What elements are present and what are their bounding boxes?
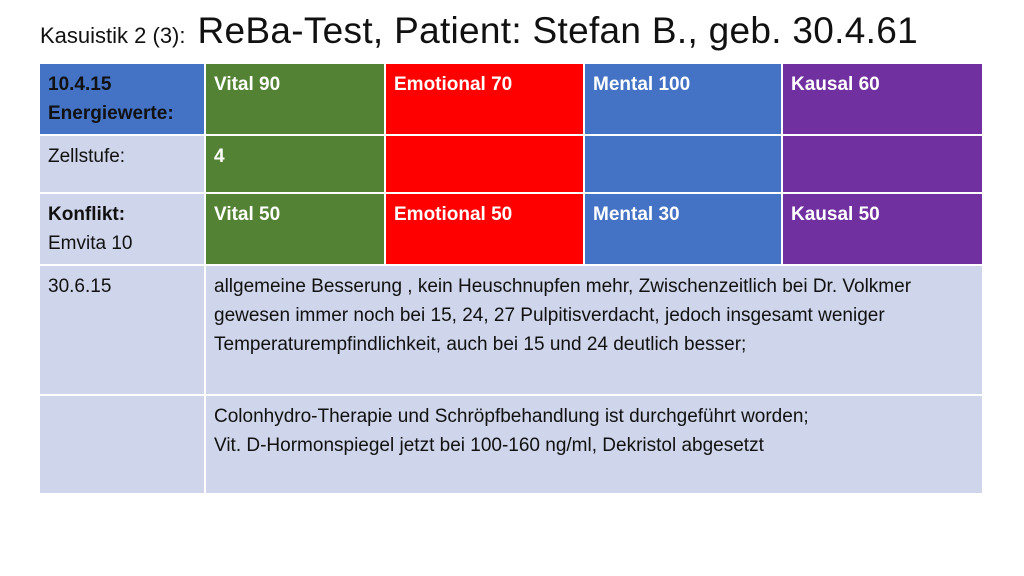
cell-followup-date: 30.6.15 — [38, 264, 206, 396]
cell-konflikt-mental: Mental 30 — [583, 192, 783, 266]
cell-zellstufe-mental — [583, 134, 783, 194]
cell-konflikt-vital: Vital 50 — [204, 192, 386, 266]
table-row-followup: 30.6.15 allgemeine Besserung , kein Heus… — [38, 264, 984, 396]
cell-date: 10.4.15 — [48, 74, 112, 95]
cell-konflikt-emotional: Emotional 50 — [384, 192, 585, 266]
title-main: ReBa-Test, Patient: Stefan B., geb. 30.4… — [197, 10, 918, 51]
cell-konflikt: Konflikt: Emvita 10 — [38, 192, 206, 266]
title-prefix: Kasuistik 2 (3): — [40, 23, 186, 48]
slide-title: Kasuistik 2 (3): ReBa-Test, Patient: Ste… — [40, 10, 918, 60]
cell-konflikt-label: Konflikt: — [48, 204, 126, 225]
cell-followup-text: allgemeine Besserung , kein Heuschnupfen… — [204, 264, 984, 396]
table-row-zellstufe: Zellstufe: 4 — [38, 134, 984, 194]
table-row-therapy: Colonhydro-Therapie und Schröpfbehandlun… — [38, 394, 984, 495]
cell-emotional: Emotional 70 — [384, 62, 585, 136]
cell-mental: Mental 100 — [583, 62, 783, 136]
table-row-konflikt: Konflikt: Emvita 10 Vital 50 Emotional 5… — [38, 192, 984, 266]
cell-energiewerte-label: Energiewerte: — [48, 103, 174, 124]
cell-emvita-value: Emvita 10 — [48, 233, 133, 254]
therapy-line-2: Vit. D-Hormonspiegel jetzt bei 100-160 n… — [214, 435, 764, 456]
cell-zellstufe-vital: 4 — [204, 134, 386, 194]
table-row-energiewerte: 10.4.15 Energiewerte: Vital 90 Emotional… — [38, 62, 984, 136]
cell-vital: Vital 90 — [204, 62, 386, 136]
cell-zellstufe-kausal — [781, 134, 984, 194]
cell-kausal: Kausal 60 — [781, 62, 984, 136]
cell-date-energiewerte: 10.4.15 Energiewerte: — [38, 62, 206, 136]
cell-konflikt-kausal: Kausal 50 — [781, 192, 984, 266]
case-table: 10.4.15 Energiewerte: Vital 90 Emotional… — [38, 62, 984, 495]
cell-zellstufe-emotional — [384, 134, 585, 194]
cell-therapy-text: Colonhydro-Therapie und Schröpfbehandlun… — [204, 394, 984, 495]
cell-zellstufe-label: Zellstufe: — [38, 134, 206, 194]
cell-therapy-label — [38, 394, 206, 495]
therapy-line-1: Colonhydro-Therapie und Schröpfbehandlun… — [214, 406, 809, 427]
